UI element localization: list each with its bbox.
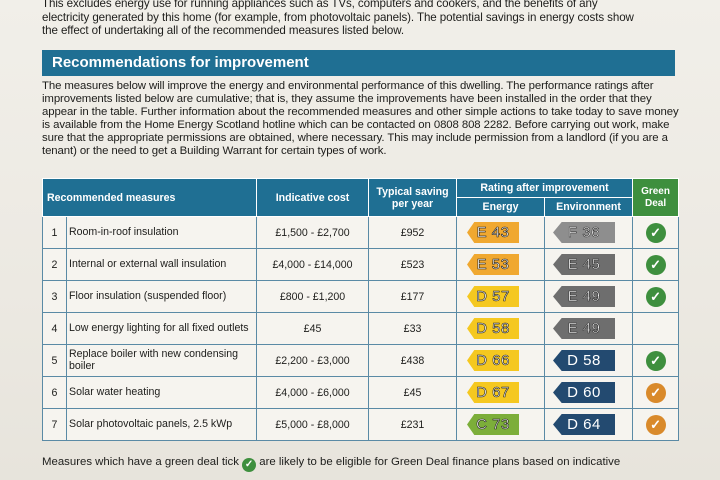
environment-rating-cell: E 49 — [544, 312, 634, 345]
typical-saving: £523 — [368, 248, 458, 281]
indicative-cost: £45 — [256, 312, 370, 345]
green-deal-cell: ✓ — [632, 408, 680, 441]
energy-rating-cell: D 67 — [456, 376, 546, 409]
environment-rating-cell: E 45 — [544, 248, 634, 281]
energy-rating-cell: E 43 — [456, 216, 546, 249]
indicative-cost: £1,500 - £2,700 — [256, 216, 370, 249]
measure-name: Floor insulation (suspended floor) — [65, 280, 258, 313]
header-energy: Energy — [456, 197, 546, 217]
environment-rating-cell: D 58 — [544, 344, 634, 377]
intro-line-3: the effect of undertaking all of the rec… — [42, 24, 404, 37]
green-tick-icon: ✓ — [645, 222, 666, 243]
energy-rating-arrow: D 66 — [467, 350, 520, 371]
typical-saving: £45 — [368, 376, 458, 409]
green-tick-icon: ✓ — [645, 286, 666, 307]
environment-rating-cell: F 36 — [544, 216, 634, 249]
energy-rating-arrow: E 43 — [467, 222, 520, 243]
environment-rating-arrow: F 36 — [553, 222, 616, 243]
table-row: 4 Low energy lighting for all fixed outle… — [42, 312, 680, 345]
recommendations-table: Recommended measures Indicative cost Typ… — [41, 178, 680, 441]
row-number: 5 — [42, 344, 67, 377]
row-number: 6 — [42, 376, 67, 409]
intro-line-1: This excludes energy use for running app… — [42, 0, 598, 10]
environment-rating-arrow: D 60 — [553, 382, 616, 403]
energy-rating-arrow: E 53 — [467, 254, 520, 275]
row-number: 2 — [42, 248, 67, 281]
indicative-cost: £2,200 - £3,000 — [256, 344, 370, 377]
recommendations-paragraph: The measures below will improve the ener… — [42, 80, 679, 158]
environment-rating-cell: D 60 — [544, 376, 634, 409]
energy-rating-arrow: D 67 — [467, 382, 520, 403]
environment-rating-arrow: E 45 — [553, 254, 616, 275]
green-deal-footnote: Measures which have a green deal tick ✓ … — [42, 456, 702, 472]
measure-name: Solar water heating — [65, 376, 258, 409]
energy-rating-cell: D 66 — [456, 344, 546, 377]
header-indicative-cost: Indicative cost — [256, 178, 370, 217]
table-row: 3 Floor insulation (suspended floor) £800 … — [42, 280, 680, 313]
environment-rating-cell: E 49 — [544, 280, 634, 313]
green-deal-cell — [632, 312, 680, 345]
section-title: Recommendations for improvement — [42, 50, 675, 76]
typical-saving: £231 — [368, 408, 458, 441]
typical-saving: £438 — [368, 344, 458, 377]
table-row: 7 Solar photovoltaic panels, 2.5 kWp £5,00… — [42, 408, 680, 441]
measure-name: Solar photovoltaic panels, 2.5 kWp — [65, 408, 258, 441]
header-rating-after-improvement: Rating after improvement — [456, 178, 634, 198]
indicative-cost: £800 - £1,200 — [256, 280, 370, 313]
green-deal-cell: ✓ — [632, 216, 680, 249]
row-number: 7 — [42, 408, 67, 441]
green-tick-icon: ✓ — [242, 458, 257, 472]
environment-rating-arrow: E 49 — [553, 286, 616, 307]
energy-rating-arrow: C 73 — [467, 414, 520, 435]
table-row: 6 Solar water heating £4,000 - £6,000 £45 D … — [42, 376, 680, 409]
measure-name: Internal or external wall insulation — [65, 248, 258, 281]
orange-tick-icon: ✓ — [645, 414, 666, 435]
table-row: 1 Room-in-roof insulation £1,500 - £2,700 £… — [42, 216, 680, 249]
footnote-text-before: Measures which have a green deal tick — [42, 456, 239, 468]
energy-rating-arrow: D 57 — [467, 286, 520, 307]
measure-name: Low energy lighting for all fixed outlet… — [65, 312, 258, 345]
table-row: 2 Internal or external wall insulation £4,… — [42, 248, 680, 281]
energy-rating-arrow: D 58 — [467, 318, 520, 339]
row-number: 4 — [42, 312, 67, 345]
green-tick-icon: ✓ — [645, 350, 666, 371]
green-deal-cell: ✓ — [632, 376, 680, 409]
orange-tick-icon: ✓ — [645, 382, 666, 403]
environment-rating-arrow: D 64 — [553, 414, 616, 435]
energy-rating-cell: D 58 — [456, 312, 546, 345]
energy-rating-cell: E 53 — [456, 248, 546, 281]
green-deal-cell: ✓ — [632, 248, 680, 281]
green-deal-cell: ✓ — [632, 344, 680, 377]
footnote-text-after: are likely to be eligible for Green Deal… — [259, 456, 621, 468]
typical-saving: £952 — [368, 216, 458, 249]
table-row: 5 Replace boiler with new condensing boil… — [42, 344, 680, 377]
energy-rating-cell: D 57 — [456, 280, 546, 313]
indicative-cost: £4,000 - £14,000 — [256, 248, 370, 281]
green-tick-icon: ✓ — [645, 254, 666, 275]
typical-saving: £177 — [368, 280, 458, 313]
row-number: 1 — [42, 216, 67, 249]
intro-line-2: electricity generated by this home (for … — [42, 10, 634, 24]
energy-rating-cell: C 73 — [456, 408, 546, 441]
header-environment: Environment — [544, 197, 634, 217]
green-deal-cell: ✓ — [632, 280, 680, 313]
intro-text: This excludes energy use for running app… — [42, 0, 702, 38]
typical-saving: £33 — [368, 312, 458, 345]
header-recommended-measures: Recommended measures — [41, 178, 258, 217]
header-typical-saving: Typical saving per year — [368, 178, 458, 217]
indicative-cost: £4,000 - £6,000 — [256, 376, 370, 409]
environment-rating-arrow: E 49 — [553, 318, 616, 339]
header-green-deal: Green Deal — [632, 178, 680, 217]
row-number: 3 — [42, 280, 67, 313]
measure-name: Room-in-roof insulation — [65, 216, 258, 249]
environment-rating-arrow: D 58 — [553, 350, 616, 371]
environment-rating-cell: D 64 — [544, 408, 634, 441]
indicative-cost: £5,000 - £8,000 — [256, 408, 370, 441]
measure-name: Replace boiler with new condensing boile… — [65, 344, 258, 377]
